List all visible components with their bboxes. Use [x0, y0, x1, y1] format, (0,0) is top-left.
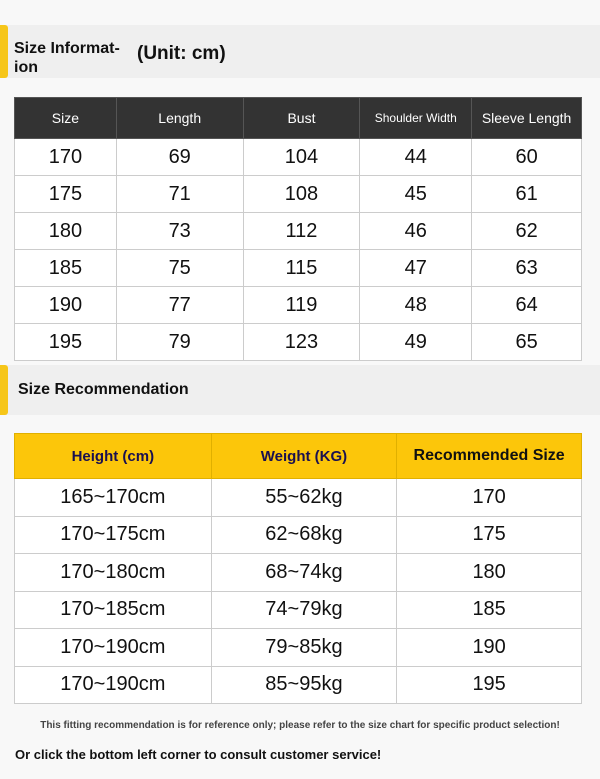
size-table: Size Length Bust Shoulder Width Sleeve Lengt… — [14, 97, 582, 361]
table-cell: 170 — [396, 478, 582, 517]
table-row: 170~190cm 85~95kg 195 — [14, 665, 582, 704]
table-cell: 104 — [242, 138, 361, 176]
table-cell: 185 — [14, 249, 117, 287]
table-cell: 62 — [471, 212, 582, 250]
table-cell: 60 — [471, 138, 582, 176]
table-cell: 71 — [115, 175, 244, 213]
table-row: 170~185cm 74~79kg 185 — [14, 590, 582, 629]
table-cell: 61 — [471, 175, 582, 213]
accent-bar — [0, 25, 8, 78]
table-cell: 79 — [115, 323, 244, 361]
table-cell: 165~170cm — [14, 478, 212, 517]
table-cell: 195 — [396, 665, 582, 704]
column-header: Bust — [242, 97, 361, 139]
table-cell: 170~190cm — [14, 628, 212, 667]
column-header: Shoulder Width — [359, 97, 473, 139]
recommendation-table: Height (cm) Weight (KG) Recommended Size 16… — [14, 433, 582, 704]
table-cell: 115 — [242, 249, 361, 287]
table-row: 170 69 104 44 60 — [14, 138, 582, 176]
disclaimer-note: This fitting recommendation is for refer… — [40, 720, 560, 731]
column-header: Size — [14, 97, 117, 139]
table-cell: 119 — [242, 286, 361, 324]
table-cell: 74~79kg — [210, 590, 398, 629]
table-cell: 49 — [359, 323, 473, 361]
column-header: Sleeve Length — [471, 97, 582, 139]
table-row: 170~180cm 68~74kg 180 — [14, 553, 582, 592]
customer-service-note: Or click the bottom left corner to consu… — [15, 747, 382, 762]
table-cell: 170~190cm — [14, 665, 212, 704]
table-cell: 170~180cm — [14, 553, 212, 592]
table-cell: 46 — [359, 212, 473, 250]
table-row: 170~175cm 62~68kg 175 — [14, 515, 582, 554]
table-cell: 170~175cm — [14, 515, 212, 554]
table-row: 180 73 112 46 62 — [14, 212, 582, 250]
table-cell: 190 — [14, 286, 117, 324]
column-header: Length — [115, 97, 244, 139]
table-cell: 47 — [359, 249, 473, 287]
table-cell: 77 — [115, 286, 244, 324]
table-cell: 48 — [359, 286, 473, 324]
table-cell: 123 — [242, 323, 361, 361]
table-cell: 62~68kg — [210, 515, 398, 554]
column-header: Weight (KG) — [210, 433, 398, 479]
table-row: 170~190cm 79~85kg 190 — [14, 628, 582, 667]
table-cell: 45 — [359, 175, 473, 213]
table-cell: 44 — [359, 138, 473, 176]
section-title: Size Informat-ion — [14, 40, 120, 76]
table-cell: 195 — [14, 323, 117, 361]
size-info-header: Size Informat-ion (Unit: cm) — [0, 25, 600, 78]
section-title: Size Recommendation — [18, 381, 189, 398]
unit-label: (Unit: cm) — [137, 43, 226, 64]
table-cell: 175 — [396, 515, 582, 554]
table-cell: 65 — [471, 323, 582, 361]
table-cell: 75 — [115, 249, 244, 287]
table-cell: 64 — [471, 286, 582, 324]
table-cell: 180 — [14, 212, 117, 250]
table-cell: 170 — [14, 138, 117, 176]
table-row: 175 71 108 45 61 — [14, 175, 582, 213]
table-row: 195 79 123 49 65 — [14, 323, 582, 361]
table-cell: 170~185cm — [14, 590, 212, 629]
table-cell: 73 — [115, 212, 244, 250]
table-cell: 63 — [471, 249, 582, 287]
table-cell: 185 — [396, 590, 582, 629]
column-header: Recommended Size — [396, 433, 582, 479]
table-cell: 108 — [242, 175, 361, 213]
table-cell: 85~95kg — [210, 665, 398, 704]
table-cell: 190 — [396, 628, 582, 667]
table-row: 165~170cm 55~62kg 170 — [14, 478, 582, 517]
table-row: 190 77 119 48 64 — [14, 286, 582, 324]
column-header: Height (cm) — [14, 433, 212, 479]
table-row: 185 75 115 47 63 — [14, 249, 582, 287]
size-recommendation-header: Size Recommendation — [0, 365, 600, 415]
accent-bar — [0, 365, 8, 415]
table-cell: 180 — [396, 553, 582, 592]
table-cell: 55~62kg — [210, 478, 398, 517]
table-cell: 79~85kg — [210, 628, 398, 667]
table-cell: 112 — [242, 212, 361, 250]
table-cell: 68~74kg — [210, 553, 398, 592]
table-cell: 175 — [14, 175, 117, 213]
table-cell: 69 — [115, 138, 244, 176]
